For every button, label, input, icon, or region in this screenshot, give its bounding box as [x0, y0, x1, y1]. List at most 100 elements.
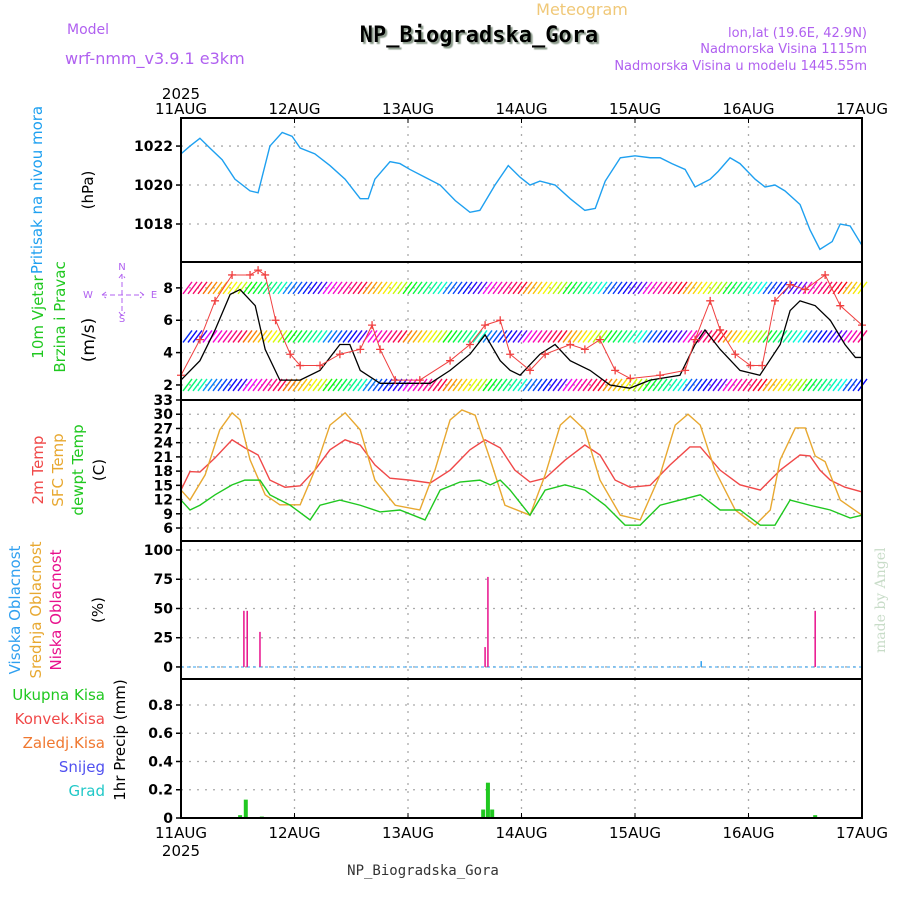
wind-barb — [627, 378, 638, 392]
wind-gust-marker — [195, 335, 204, 344]
wind-barb — [442, 329, 453, 343]
temp-2m-axis-title: 2m Temp — [29, 436, 47, 505]
wind-barb — [442, 281, 453, 295]
wind-barb — [297, 281, 308, 295]
wind-barb — [372, 378, 383, 392]
wind-barb — [182, 281, 193, 295]
wind-barb — [662, 281, 673, 295]
wind-barb — [812, 281, 823, 295]
wind-barb — [582, 329, 593, 343]
credit: made by Angel — [873, 547, 889, 653]
footer-station: NP_Biogradska_Gora — [347, 863, 499, 879]
y-tick-label: 0 — [163, 660, 173, 676]
wind-barb — [502, 281, 513, 295]
wind-barb — [477, 329, 488, 343]
wind-barb — [612, 329, 623, 343]
wind-barb — [547, 378, 558, 392]
wind-barb — [222, 281, 233, 295]
wind-barb — [482, 378, 493, 392]
wind-gust-marker — [506, 350, 515, 359]
y-tick-label: 0 — [163, 811, 173, 827]
wind-barb — [682, 281, 693, 295]
wind-gust-marker — [611, 366, 620, 375]
wind-barb — [247, 329, 258, 343]
wind-barb — [672, 281, 683, 295]
y-tick-label: 0.6 — [148, 726, 173, 742]
wind-gust-marker — [376, 345, 385, 354]
compass-west: W — [83, 290, 93, 301]
wind-barb — [572, 329, 583, 343]
wind-barb — [292, 329, 303, 343]
wind-barb — [802, 329, 813, 343]
wind-barb — [497, 329, 508, 343]
wind-barb — [322, 378, 333, 392]
wind-barb — [812, 378, 823, 392]
wind-barb — [687, 378, 698, 392]
pressure-axis-title: Pritisak na nivou mora — [28, 106, 46, 274]
wind-barb — [207, 281, 218, 295]
wind-barb — [502, 329, 513, 343]
wind-barb — [187, 378, 198, 392]
wind-barb — [827, 329, 838, 343]
wind-barb — [407, 378, 418, 392]
model-altitude: Nadmorska Visina u modelu 1445.55m — [614, 59, 867, 74]
wind-barb — [572, 281, 583, 295]
wind-barb — [402, 378, 413, 392]
y-tick-label: 0.2 — [148, 783, 173, 799]
wind-barb — [392, 378, 403, 392]
wind-barb — [522, 281, 533, 295]
wind-gust-marker — [596, 335, 605, 344]
wind-barb — [667, 329, 678, 343]
wind-barb — [732, 329, 743, 343]
temp-sfc-line — [180, 409, 863, 527]
wind-barb — [377, 378, 388, 392]
wind-barb — [217, 378, 228, 392]
wind-barb — [617, 281, 628, 295]
wind-barb — [797, 281, 808, 295]
wind-barb — [382, 329, 393, 343]
wind-barb — [232, 329, 243, 343]
wind-barb — [187, 329, 198, 343]
wind-barb — [537, 329, 548, 343]
wind-barb — [632, 329, 643, 343]
wind-barb — [547, 281, 558, 295]
wind-barb — [472, 329, 483, 343]
wind-barb — [317, 378, 328, 392]
y-tick-label: 1020 — [134, 178, 173, 194]
wind-barb — [847, 281, 858, 295]
wind-barb — [217, 329, 228, 343]
wind-barb — [592, 329, 603, 343]
wind-barb — [492, 378, 503, 392]
wind-barb — [752, 281, 763, 295]
wind-gust-marker — [254, 266, 263, 275]
wind-barb — [817, 281, 828, 295]
wind-barb — [462, 329, 473, 343]
wind-barb — [487, 378, 498, 392]
wind-barb — [472, 378, 483, 392]
wind-barb — [232, 378, 243, 392]
wind-barb — [787, 329, 798, 343]
wind-barb — [192, 378, 203, 392]
wind-barb — [727, 329, 738, 343]
x-tick-label-bottom: 16AUG — [723, 824, 775, 842]
wind-barb — [262, 329, 273, 343]
wind-barb — [672, 329, 683, 343]
wind-barb — [577, 378, 588, 392]
wind-barb — [787, 281, 798, 295]
y-tick-label: 50 — [154, 601, 174, 617]
wind-barb — [812, 329, 823, 343]
wind-barb — [572, 378, 583, 392]
wind-barb — [447, 329, 458, 343]
wind-barb — [237, 281, 248, 295]
wind-barb — [582, 378, 593, 392]
wind-barb — [332, 329, 343, 343]
wind-barb — [792, 329, 803, 343]
wind-barb — [627, 329, 638, 343]
wind-barb — [297, 378, 308, 392]
wind-barb — [717, 378, 728, 392]
wind-barb — [267, 329, 278, 343]
wind-barb — [687, 281, 698, 295]
wind-barb — [502, 378, 513, 392]
cloud-unit: (%) — [89, 597, 107, 623]
